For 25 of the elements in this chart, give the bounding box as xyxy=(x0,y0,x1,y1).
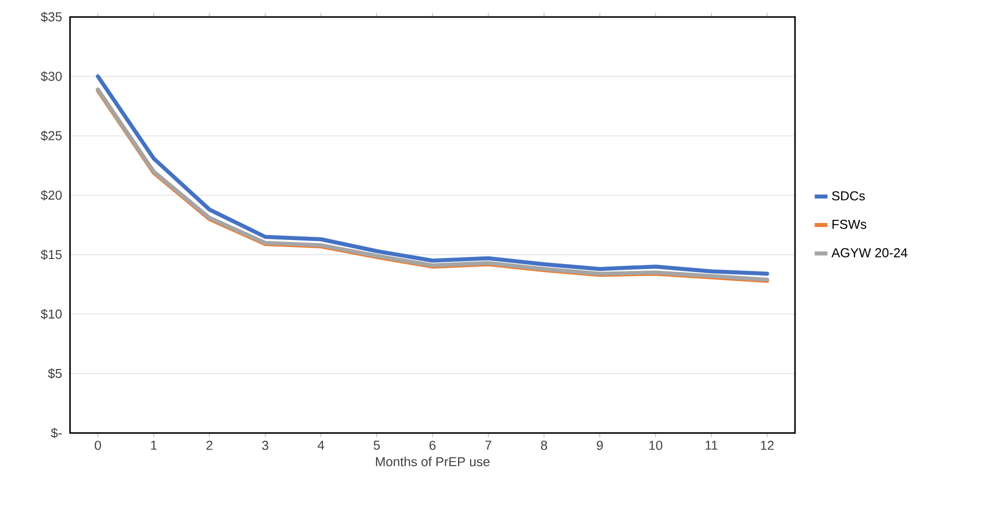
x-tick-label: 12 xyxy=(760,440,774,450)
x-tick-label: 3 xyxy=(262,440,268,450)
y-tick-label: $15 xyxy=(40,249,62,260)
legend-label: SDCs xyxy=(832,191,865,200)
x-tick-label: 9 xyxy=(596,440,603,450)
y-tick-label: $25 xyxy=(40,130,62,142)
x-tick-label: 10 xyxy=(649,440,662,450)
y-tick-label: $5 xyxy=(48,368,62,379)
y-tick-label: $10 xyxy=(40,308,62,320)
x-tick-label: 2 xyxy=(206,440,212,450)
y-tick-label: $- xyxy=(50,428,62,438)
x-tick-label: 4 xyxy=(318,440,324,450)
x-axis-title: Months of PrEP use xyxy=(376,456,490,466)
x-tick-label: 6 xyxy=(430,440,436,450)
y-tick-label: $35 xyxy=(40,12,62,22)
x-tick-label: 1 xyxy=(151,440,157,450)
y-tick-label: $30 xyxy=(40,71,62,82)
x-tick-label: 0 xyxy=(94,440,101,450)
x-tick-label: 5 xyxy=(374,440,380,450)
legend-label: FSWs xyxy=(832,220,866,229)
x-tick-label: 8 xyxy=(541,440,548,450)
legend-label: AGYW 20-24 xyxy=(831,248,908,258)
x-tick-label: 7 xyxy=(485,440,492,450)
x-tick-label: 11 xyxy=(706,440,718,450)
y-tick-label: $20 xyxy=(40,190,62,201)
